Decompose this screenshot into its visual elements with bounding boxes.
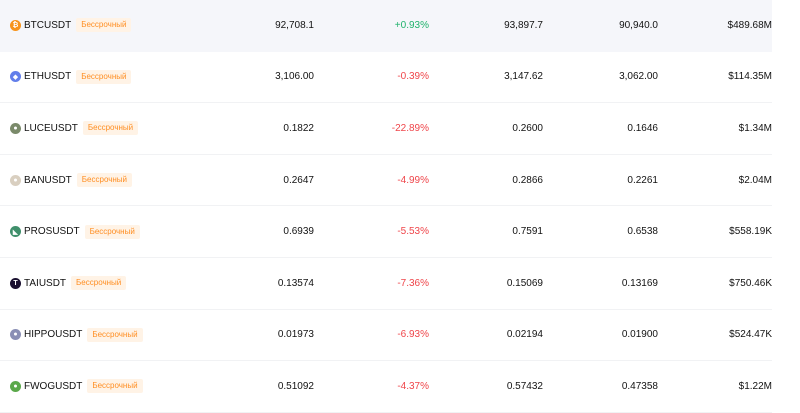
high-24h: 0.7591 <box>512 226 543 238</box>
hippo-icon: ● <box>10 329 21 341</box>
price-change-24h: -4.37% <box>397 380 429 392</box>
high-24h: 93,897.7 <box>504 19 543 31</box>
high-24h: 0.2866 <box>512 174 543 186</box>
contract-type-badge: Бессрочный <box>76 69 132 84</box>
contract-type-badge: Бессрочный <box>76 18 132 33</box>
pair-name[interactable]: BTCUSDT <box>24 19 72 31</box>
symbol-cell[interactable]: ● BANUSDT Бессрочный <box>10 155 133 206</box>
high-24h: 0.2600 <box>512 122 543 134</box>
turnover-24h: $489.68M <box>727 19 772 31</box>
contract-type-badge: Бессрочный <box>87 379 143 394</box>
symbol-cell[interactable]: ● LUCEUSDT Бессрочный <box>10 103 139 154</box>
tai-icon: T <box>10 277 21 289</box>
high-24h: 0.57432 <box>506 380 543 392</box>
price-change-24h: -0.39% <box>397 71 429 83</box>
last-price: 0.01973 <box>277 329 314 341</box>
price-change-24h: -5.53% <box>397 226 429 238</box>
high-24h: 0.02194 <box>506 329 543 341</box>
table-row[interactable]: ₿ BTCUSDT Бессрочный 92,708.1 +0.93% 93,… <box>0 0 772 52</box>
price-change-24h: +0.93% <box>394 19 429 31</box>
contract-type-badge: Бессрочный <box>84 224 140 239</box>
low-24h: 90,940.0 <box>619 19 658 31</box>
pair-name[interactable]: FWOGUSDT <box>24 380 83 392</box>
last-price: 0.1822 <box>283 122 314 134</box>
high-24h: 3,147.62 <box>504 71 543 83</box>
low-24h: 3,062.00 <box>619 71 658 83</box>
symbol-cell[interactable]: T TAIUSDT Бессрочный <box>10 258 127 309</box>
symbol-cell[interactable]: ◆ ETHUSDT Бессрочный <box>10 52 132 103</box>
low-24h: 0.01900 <box>621 329 658 341</box>
low-24h: 0.1646 <box>627 122 658 134</box>
ethereum-icon: ◆ <box>10 71 21 83</box>
turnover-24h: $524.47K <box>729 329 772 341</box>
last-price: 0.13574 <box>277 277 314 289</box>
market-table: ₿ BTCUSDT Бессрочный 92,708.1 +0.93% 93,… <box>0 0 772 413</box>
fwog-icon: ● <box>10 380 21 392</box>
last-price: 0.2647 <box>283 174 314 186</box>
table-row[interactable]: ◣ PROSUSDT Бессрочный 0.6939 -5.53% 0.75… <box>0 206 772 258</box>
symbol-cell[interactable]: ₿ BTCUSDT Бессрочный <box>10 0 132 51</box>
pair-name[interactable]: LUCEUSDT <box>24 122 78 134</box>
table-row[interactable]: ◆ ETHUSDT Бессрочный 3,106.00 -0.39% 3,1… <box>0 52 772 104</box>
pros-icon: ◣ <box>10 226 21 238</box>
price-change-24h: -22.89% <box>391 122 429 134</box>
table-row[interactable]: T TAIUSDT Бессрочный 0.13574 -7.36% 0.15… <box>0 258 772 310</box>
luce-icon: ● <box>10 122 21 134</box>
ban-icon: ● <box>10 174 21 186</box>
bitcoin-icon: ₿ <box>10 19 21 31</box>
turnover-24h: $558.19K <box>729 226 772 238</box>
low-24h: 0.6538 <box>627 226 658 238</box>
low-24h: 0.2261 <box>627 174 658 186</box>
symbol-cell[interactable]: ● FWOGUSDT Бессрочный <box>10 361 143 412</box>
last-price: 3,106.00 <box>275 71 314 83</box>
turnover-24h: $2.04M <box>738 174 772 186</box>
turnover-24h: $114.35M <box>728 71 772 83</box>
turnover-24h: $750.46K <box>729 277 772 289</box>
low-24h: 0.47358 <box>621 380 658 392</box>
last-price: 0.6939 <box>283 226 314 238</box>
price-change-24h: -7.36% <box>397 277 429 289</box>
turnover-24h: $1.22M <box>738 380 772 392</box>
symbol-cell[interactable]: ◣ PROSUSDT Бессрочный <box>10 206 140 257</box>
turnover-24h: $1.34M <box>738 122 772 134</box>
pair-name[interactable]: BANUSDT <box>24 174 72 186</box>
table-row[interactable]: ● LUCEUSDT Бессрочный 0.1822 -22.89% 0.2… <box>0 103 772 155</box>
price-change-24h: -6.93% <box>397 329 429 341</box>
pair-name[interactable]: ETHUSDT <box>24 71 72 83</box>
contract-type-badge: Бессрочный <box>71 276 127 291</box>
pair-name[interactable]: TAIUSDT <box>24 277 67 289</box>
price-change-24h: -4.99% <box>397 174 429 186</box>
contract-type-badge: Бессрочный <box>82 121 139 136</box>
table-row[interactable]: ● FWOGUSDT Бессрочный 0.51092 -4.37% 0.5… <box>0 361 772 413</box>
symbol-cell[interactable]: ● HIPPOUSDT Бессрочный <box>10 310 143 361</box>
high-24h: 0.15069 <box>506 277 543 289</box>
pair-name[interactable]: HIPPOUSDT <box>24 329 83 341</box>
last-price: 0.51092 <box>277 380 314 392</box>
contract-type-badge: Бессрочный <box>87 327 143 342</box>
contract-type-badge: Бессрочный <box>76 173 133 188</box>
low-24h: 0.13169 <box>621 277 658 289</box>
table-row[interactable]: ● BANUSDT Бессрочный 0.2647 -4.99% 0.286… <box>0 155 772 207</box>
table-row[interactable]: ● HIPPOUSDT Бессрочный 0.01973 -6.93% 0.… <box>0 310 772 362</box>
pair-name[interactable]: PROSUSDT <box>24 226 80 238</box>
last-price: 92,708.1 <box>275 19 314 31</box>
